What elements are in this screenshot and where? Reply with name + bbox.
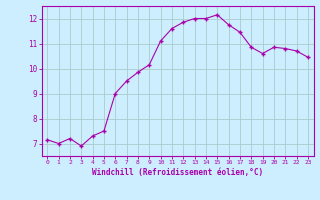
X-axis label: Windchill (Refroidissement éolien,°C): Windchill (Refroidissement éolien,°C) [92, 168, 263, 177]
